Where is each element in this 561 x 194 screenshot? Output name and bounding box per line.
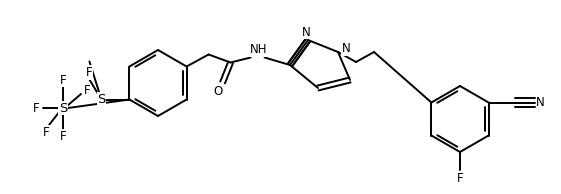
- Text: F: F: [59, 74, 66, 87]
- Text: F: F: [33, 101, 39, 114]
- Text: O: O: [213, 85, 222, 98]
- Text: S: S: [97, 93, 105, 106]
- Text: N: N: [536, 96, 545, 109]
- Text: F: F: [43, 126, 49, 139]
- Text: F: F: [86, 66, 93, 79]
- Text: NH: NH: [250, 43, 268, 56]
- Text: F: F: [457, 171, 463, 184]
- Text: N: N: [342, 42, 351, 55]
- Text: N: N: [302, 25, 310, 38]
- Text: S: S: [59, 101, 67, 114]
- Text: F: F: [84, 85, 90, 98]
- Text: F: F: [59, 130, 66, 143]
